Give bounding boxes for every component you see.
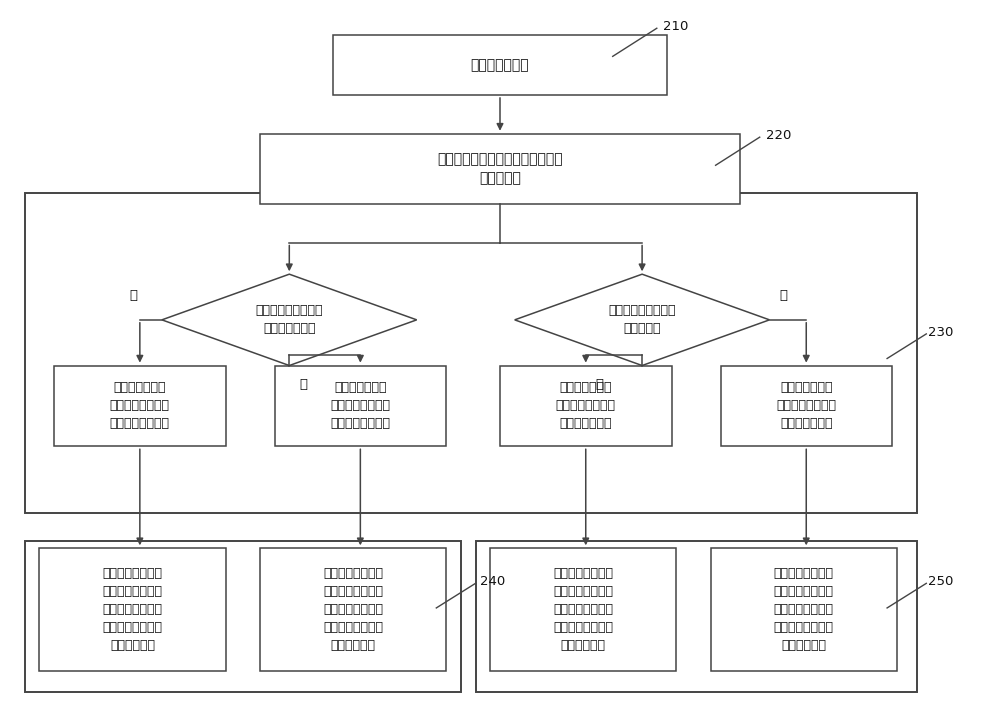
FancyBboxPatch shape: [720, 366, 892, 446]
Text: 判断冷却水入口压力
是否目标值: 判断冷却水入口压力 是否目标值: [608, 304, 676, 336]
FancyBboxPatch shape: [500, 366, 672, 446]
FancyBboxPatch shape: [333, 35, 667, 95]
Polygon shape: [162, 274, 417, 366]
Text: 控制器运算处理
后，将低转速工作
信号发给散热风扇: 控制器运算处理 后，将低转速工作 信号发给散热风扇: [330, 381, 390, 430]
Text: 240: 240: [480, 576, 506, 589]
Text: 判断冷却水入口温度
是否大于目标值: 判断冷却水入口温度 是否大于目标值: [256, 304, 323, 336]
Text: 是: 是: [595, 378, 603, 391]
FancyBboxPatch shape: [275, 366, 446, 446]
Text: 循环泵接收高转速
工作信号，循环泵
转速加快，水流量
增加，电堆冷却水
入口压力升高: 循环泵接收高转速 工作信号，循环泵 转速加快，水流量 增加，电堆冷却水 入口压力…: [553, 567, 613, 652]
FancyBboxPatch shape: [490, 549, 676, 671]
Text: 是: 是: [129, 289, 137, 303]
FancyBboxPatch shape: [260, 549, 446, 671]
Text: 控制器运算处理
后，将低转速工作
信号发给循环泵: 控制器运算处理 后，将低转速工作 信号发给循环泵: [776, 381, 836, 430]
Text: 230: 230: [928, 326, 954, 339]
Text: 否: 否: [299, 378, 307, 391]
Text: 散热其接收低转速
工作信号，风扇转
速减小，空气对流
减弱，电堆冷却水
入口温度升高: 散热其接收低转速 工作信号，风扇转 速减小，空气对流 减弱，电堆冷却水 入口温度…: [323, 567, 383, 652]
Text: 控制器运算处理
后，将高转速工作
信号发给散热风扇: 控制器运算处理 后，将高转速工作 信号发给散热风扇: [110, 381, 170, 430]
FancyBboxPatch shape: [25, 194, 916, 513]
Text: 220: 220: [766, 129, 791, 142]
Text: 散热器接收高转速
工作信号，风扇转
速加快，空气对流
增强，电堆冷却水
入口温度降低: 散热器接收高转速 工作信号，风扇转 速加快，空气对流 增强，电堆冷却水 入口温度…: [103, 567, 162, 652]
FancyBboxPatch shape: [54, 366, 226, 446]
Text: 设定控制目标值: 设定控制目标值: [471, 58, 529, 72]
Text: 250: 250: [928, 576, 954, 589]
FancyBboxPatch shape: [711, 549, 897, 671]
FancyBboxPatch shape: [25, 541, 461, 693]
Text: 循环泵接收高转速
工作信号，循环泵
转速加快，水流量
增加，电堆冷却水
入口压力降低: 循环泵接收高转速 工作信号，循环泵 转速加快，水流量 增加，电堆冷却水 入口压力…: [774, 567, 834, 652]
Text: 控制器运算处理
后，将高转速工作
信号发给循环泵: 控制器运算处理 后，将高转速工作 信号发给循环泵: [556, 381, 616, 430]
FancyBboxPatch shape: [260, 133, 740, 204]
Text: 采集电堆冷却水入口温度和压力以
及出口温度: 采集电堆冷却水入口温度和压力以 及出口温度: [437, 152, 563, 186]
FancyBboxPatch shape: [476, 541, 916, 693]
FancyBboxPatch shape: [39, 549, 226, 671]
Text: 210: 210: [663, 20, 688, 34]
Text: 否: 否: [779, 289, 787, 303]
Polygon shape: [515, 274, 770, 366]
